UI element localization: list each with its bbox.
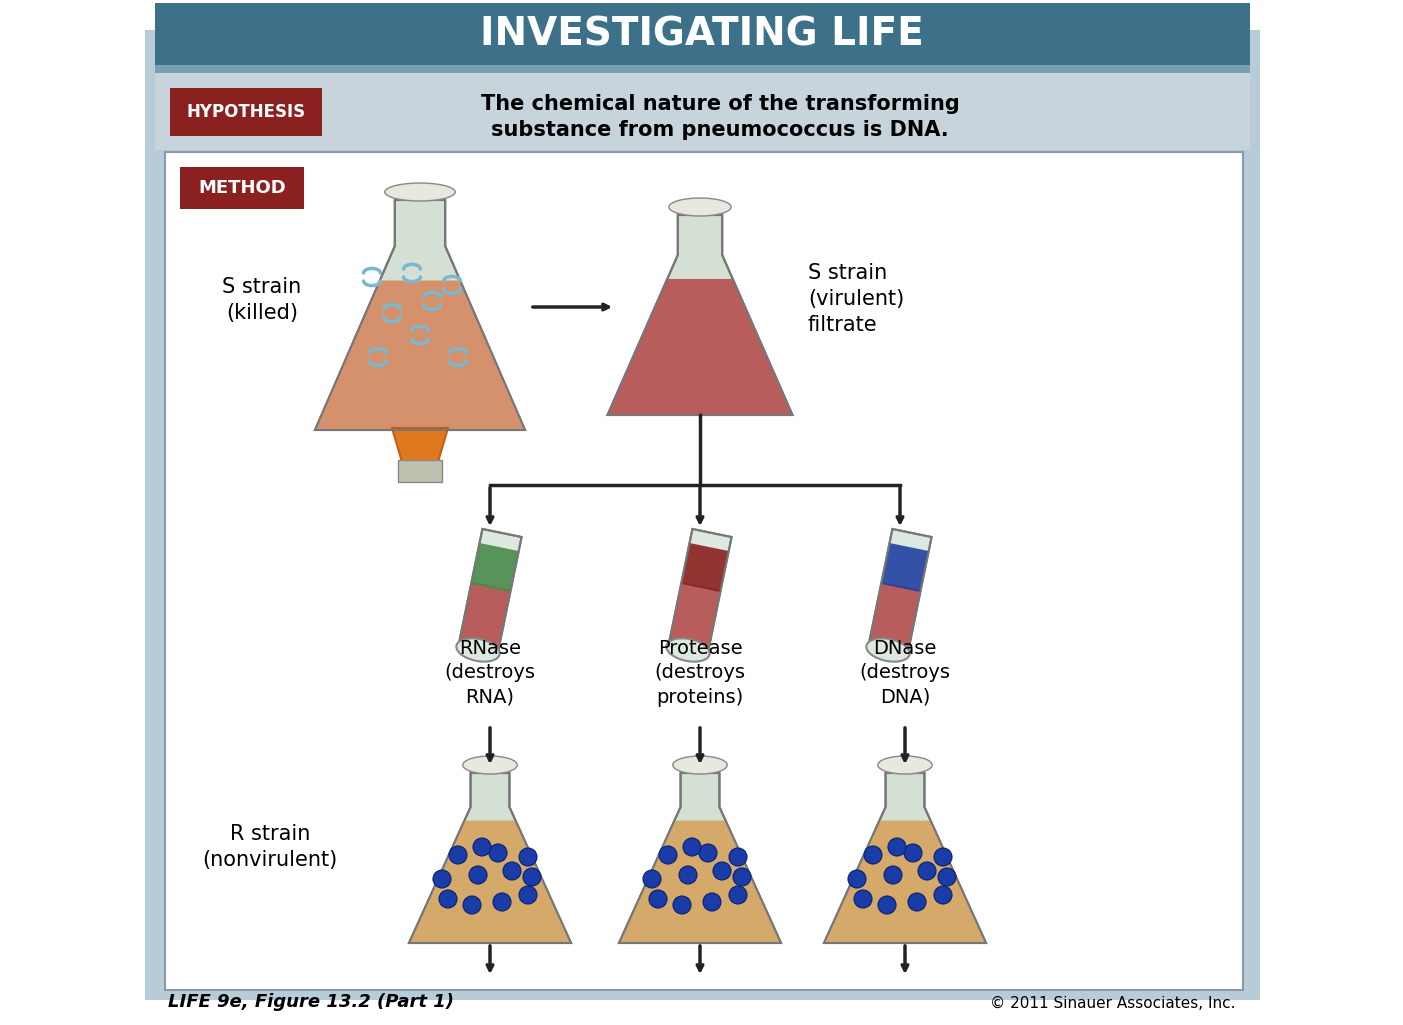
Bar xyxy=(154,65,1250,73)
Bar xyxy=(398,460,442,482)
Bar xyxy=(154,73,1250,150)
Polygon shape xyxy=(471,543,519,592)
Ellipse shape xyxy=(866,639,909,662)
Circle shape xyxy=(713,862,731,880)
Circle shape xyxy=(864,846,882,864)
Text: © 2011 Sinauer Associates, Inc.: © 2011 Sinauer Associates, Inc. xyxy=(989,996,1235,1011)
Polygon shape xyxy=(607,279,793,415)
Text: R strain
(nonvirulent): R strain (nonvirulent) xyxy=(202,824,338,870)
Polygon shape xyxy=(316,200,525,430)
Circle shape xyxy=(449,846,467,864)
Polygon shape xyxy=(316,281,525,430)
Circle shape xyxy=(730,886,746,904)
Circle shape xyxy=(659,846,678,864)
Circle shape xyxy=(878,896,897,914)
Circle shape xyxy=(904,844,922,862)
Text: LIFE 9e, Figure 13.2 (Part 1): LIFE 9e, Figure 13.2 (Part 1) xyxy=(168,993,455,1011)
Polygon shape xyxy=(410,773,571,943)
Circle shape xyxy=(683,838,702,856)
Text: substance from pneumococcus is DNA.: substance from pneumococcus is DNA. xyxy=(491,120,948,140)
Circle shape xyxy=(463,896,481,914)
Circle shape xyxy=(650,890,666,908)
Circle shape xyxy=(434,870,450,888)
Circle shape xyxy=(492,893,511,911)
Circle shape xyxy=(519,886,537,904)
Bar xyxy=(145,30,1260,1000)
Polygon shape xyxy=(881,543,929,592)
Circle shape xyxy=(699,844,717,862)
Ellipse shape xyxy=(384,183,456,201)
Text: INVESTIGATING LIFE: INVESTIGATING LIFE xyxy=(480,15,923,53)
Bar xyxy=(154,3,1250,65)
Polygon shape xyxy=(459,529,522,654)
Circle shape xyxy=(703,893,721,911)
Circle shape xyxy=(643,870,661,888)
Text: METHOD: METHOD xyxy=(198,179,286,197)
Circle shape xyxy=(730,848,746,866)
Polygon shape xyxy=(619,821,781,943)
Circle shape xyxy=(934,848,953,866)
Ellipse shape xyxy=(463,756,518,774)
Text: DNase
(destroys
DNA): DNase (destroys DNA) xyxy=(860,640,950,707)
Polygon shape xyxy=(459,581,511,654)
FancyBboxPatch shape xyxy=(170,88,323,136)
Polygon shape xyxy=(668,581,721,654)
Circle shape xyxy=(918,862,936,880)
Ellipse shape xyxy=(666,639,710,662)
Text: RNase
(destroys
RNA): RNase (destroys RNA) xyxy=(445,640,536,707)
Circle shape xyxy=(854,890,873,908)
Ellipse shape xyxy=(878,756,932,774)
Ellipse shape xyxy=(669,198,731,216)
Polygon shape xyxy=(868,581,920,654)
Polygon shape xyxy=(824,773,986,943)
Ellipse shape xyxy=(456,639,499,662)
Circle shape xyxy=(679,866,697,884)
Polygon shape xyxy=(824,821,986,943)
Circle shape xyxy=(847,870,866,888)
Text: S strain
(killed): S strain (killed) xyxy=(222,277,302,323)
Ellipse shape xyxy=(673,756,727,774)
Circle shape xyxy=(908,893,926,911)
Bar xyxy=(166,152,1243,990)
Circle shape xyxy=(673,896,692,914)
Circle shape xyxy=(884,866,902,884)
Circle shape xyxy=(934,886,953,904)
Polygon shape xyxy=(391,428,448,462)
Circle shape xyxy=(888,838,906,856)
Circle shape xyxy=(732,868,751,886)
Text: The chemical nature of the transforming: The chemical nature of the transforming xyxy=(481,94,960,114)
Polygon shape xyxy=(607,215,793,415)
Circle shape xyxy=(439,890,457,908)
Text: HYPOTHESIS: HYPOTHESIS xyxy=(187,102,306,121)
FancyBboxPatch shape xyxy=(180,167,304,209)
Circle shape xyxy=(473,838,491,856)
Polygon shape xyxy=(868,529,932,654)
Polygon shape xyxy=(668,529,731,654)
Text: Protease
(destroys
proteins): Protease (destroys proteins) xyxy=(655,640,745,707)
Circle shape xyxy=(469,866,487,884)
Circle shape xyxy=(519,848,537,866)
Polygon shape xyxy=(680,543,728,592)
Polygon shape xyxy=(410,821,571,943)
Circle shape xyxy=(523,868,542,886)
Circle shape xyxy=(504,862,521,880)
Text: S strain
(virulent)
filtrate: S strain (virulent) filtrate xyxy=(808,262,905,335)
Circle shape xyxy=(939,868,955,886)
Circle shape xyxy=(490,844,506,862)
Polygon shape xyxy=(619,773,781,943)
